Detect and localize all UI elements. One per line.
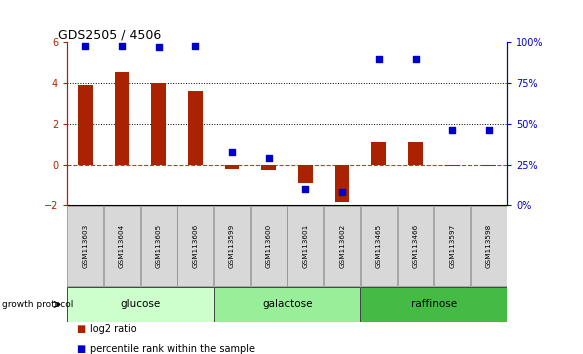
- FancyBboxPatch shape: [104, 206, 140, 286]
- Point: [374, 56, 384, 62]
- FancyBboxPatch shape: [471, 206, 507, 286]
- Bar: [152, 83, 166, 165]
- Point: [154, 45, 163, 50]
- FancyBboxPatch shape: [141, 206, 177, 286]
- Text: GSM113606: GSM113606: [192, 224, 198, 268]
- Point: [117, 43, 127, 48]
- Text: GSM113600: GSM113600: [266, 224, 272, 268]
- Text: percentile rank within the sample: percentile rank within the sample: [90, 344, 255, 354]
- Point: [191, 43, 200, 48]
- Bar: [298, 165, 313, 183]
- Text: log2 ratio: log2 ratio: [90, 324, 137, 334]
- Text: GDS2505 / 4506: GDS2505 / 4506: [58, 28, 161, 41]
- Bar: [261, 165, 276, 170]
- FancyBboxPatch shape: [361, 206, 397, 286]
- Text: GSM113598: GSM113598: [486, 224, 492, 268]
- Text: galactose: galactose: [262, 299, 312, 309]
- Text: GSM113597: GSM113597: [449, 224, 455, 268]
- Text: GSM113599: GSM113599: [229, 224, 235, 268]
- Text: GSM113601: GSM113601: [303, 224, 308, 268]
- Text: GSM113605: GSM113605: [156, 224, 161, 268]
- Bar: [371, 142, 386, 165]
- Text: growth protocol: growth protocol: [2, 300, 73, 309]
- Point: [338, 189, 347, 195]
- Point: [301, 186, 310, 192]
- FancyBboxPatch shape: [177, 206, 213, 286]
- Bar: [78, 85, 93, 165]
- Bar: [482, 165, 496, 166]
- Bar: [408, 142, 423, 165]
- Text: GSM113602: GSM113602: [339, 224, 345, 268]
- FancyBboxPatch shape: [398, 206, 434, 286]
- Text: raffinose: raffinose: [411, 299, 457, 309]
- Point: [80, 43, 90, 48]
- FancyBboxPatch shape: [434, 206, 470, 286]
- Text: GSM113466: GSM113466: [413, 224, 419, 268]
- FancyBboxPatch shape: [251, 206, 287, 286]
- FancyBboxPatch shape: [324, 206, 360, 286]
- Text: ■: ■: [76, 344, 85, 354]
- FancyBboxPatch shape: [68, 206, 103, 286]
- Point: [484, 127, 494, 133]
- Bar: [445, 165, 459, 166]
- Bar: [115, 72, 129, 165]
- Text: ■: ■: [76, 324, 85, 334]
- Text: GSM113604: GSM113604: [119, 224, 125, 268]
- Text: glucose: glucose: [120, 299, 160, 309]
- Text: GSM113603: GSM113603: [82, 224, 89, 268]
- FancyBboxPatch shape: [287, 206, 324, 286]
- FancyBboxPatch shape: [67, 287, 214, 322]
- Bar: [188, 91, 203, 165]
- Point: [448, 127, 457, 133]
- Point: [264, 155, 273, 161]
- Point: [227, 149, 237, 154]
- Bar: [335, 165, 349, 202]
- FancyBboxPatch shape: [214, 287, 360, 322]
- Point: [411, 56, 420, 62]
- FancyBboxPatch shape: [214, 206, 250, 286]
- Text: GSM113465: GSM113465: [376, 224, 382, 268]
- Bar: [225, 165, 240, 169]
- FancyBboxPatch shape: [360, 287, 507, 322]
